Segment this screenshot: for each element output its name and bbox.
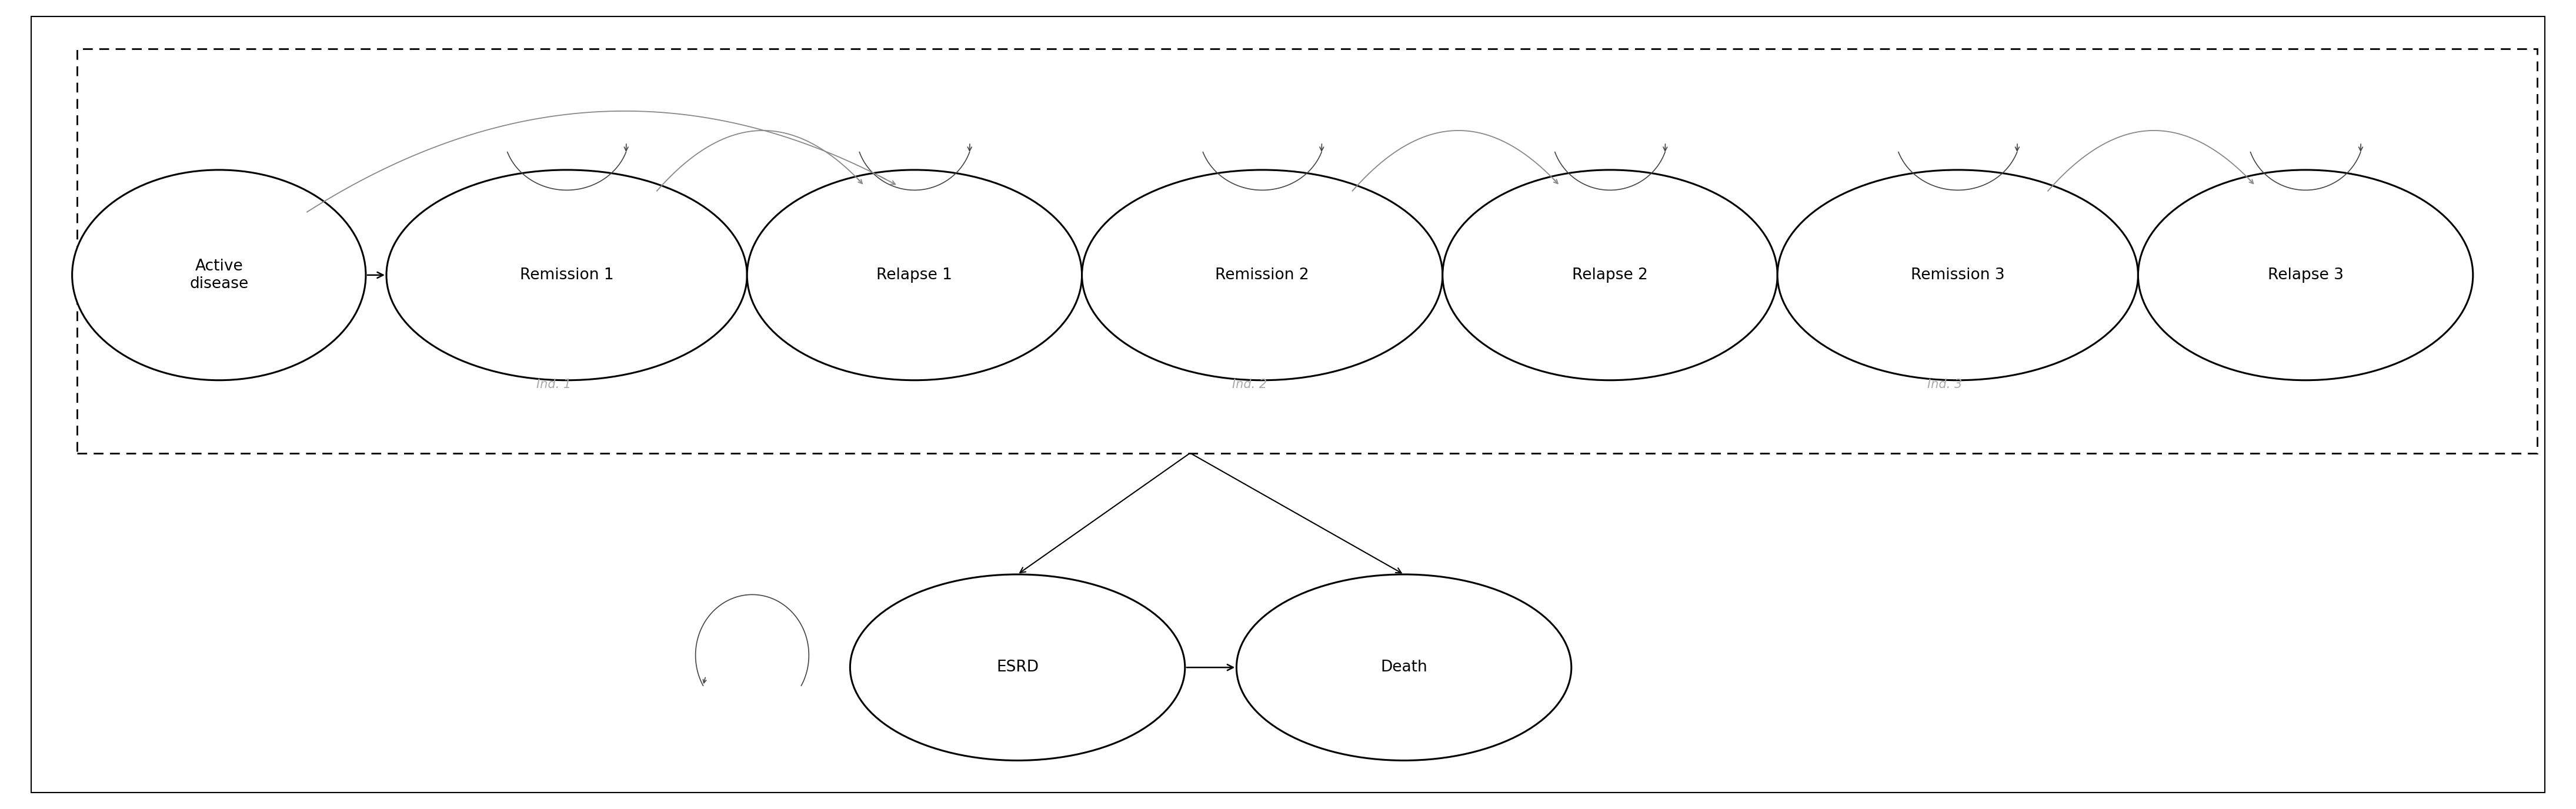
Ellipse shape bbox=[386, 170, 747, 380]
Text: Ind. 2: Ind. 2 bbox=[1231, 379, 1267, 390]
Ellipse shape bbox=[1777, 170, 2138, 380]
Text: Ind. 1: Ind. 1 bbox=[536, 379, 572, 390]
Text: Remission 3: Remission 3 bbox=[1911, 268, 2004, 282]
Ellipse shape bbox=[747, 170, 1082, 380]
Text: ESRD: ESRD bbox=[997, 660, 1038, 675]
Ellipse shape bbox=[2138, 170, 2473, 380]
Text: Death: Death bbox=[1381, 660, 1427, 675]
Text: Relapse 1: Relapse 1 bbox=[876, 268, 953, 282]
Ellipse shape bbox=[1236, 574, 1571, 760]
Ellipse shape bbox=[850, 574, 1185, 760]
Text: Remission 2: Remission 2 bbox=[1216, 268, 1309, 282]
Text: Relapse 2: Relapse 2 bbox=[1571, 268, 1649, 282]
Text: Active
disease: Active disease bbox=[191, 259, 247, 291]
Ellipse shape bbox=[1443, 170, 1777, 380]
Ellipse shape bbox=[72, 170, 366, 380]
Ellipse shape bbox=[1082, 170, 1443, 380]
FancyBboxPatch shape bbox=[31, 16, 2545, 793]
Text: Relapse 3: Relapse 3 bbox=[2267, 268, 2344, 282]
Text: Remission 1: Remission 1 bbox=[520, 268, 613, 282]
Text: Ind. 3: Ind. 3 bbox=[1927, 379, 1963, 390]
